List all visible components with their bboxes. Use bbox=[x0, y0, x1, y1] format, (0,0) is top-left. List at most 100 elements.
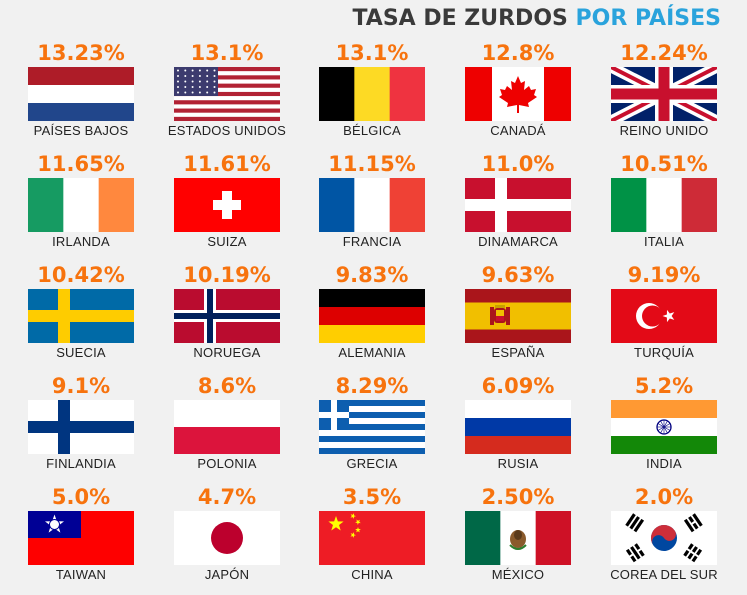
country-name: GRECIA bbox=[346, 456, 398, 471]
country-card-norway: 10.19% NORUEGA bbox=[157, 262, 297, 373]
sweden-flag-icon bbox=[28, 289, 134, 343]
country-card-ireland: 11.65% IRLANDA bbox=[11, 151, 151, 262]
percent-label: 9.1% bbox=[51, 374, 111, 398]
country-name: IRLANDA bbox=[52, 234, 110, 249]
percent-label: 9.19% bbox=[627, 263, 701, 287]
country-name: SUIZA bbox=[207, 234, 247, 249]
country-name: MÉXICO bbox=[491, 567, 545, 582]
country-card-china: 3.5% CHINA bbox=[302, 484, 442, 595]
percent-label: 8.29% bbox=[335, 374, 409, 398]
belgium-flag-icon bbox=[319, 67, 425, 121]
country-name: ITALIA bbox=[644, 234, 684, 249]
country-name: ESPAÑA bbox=[491, 345, 545, 360]
country-name: RUSIA bbox=[497, 456, 539, 471]
country-name: SUECIA bbox=[56, 345, 106, 360]
country-name: CHINA bbox=[351, 567, 393, 582]
country-name: INDIA bbox=[646, 456, 682, 471]
country-card-usa: 13.1% ESTADOS UNIDOS bbox=[157, 40, 297, 151]
percent-label: 5.2% bbox=[634, 374, 694, 398]
country-card-russia: 6.09% RUSIA bbox=[448, 373, 588, 484]
country-card-germany: 9.83% ALEMANIA bbox=[302, 262, 442, 373]
percent-label: 2.0% bbox=[634, 485, 694, 509]
country-card-finland: 9.1% FINLANDIA bbox=[11, 373, 151, 484]
ireland-flag-icon bbox=[28, 178, 134, 232]
country-card-netherlands: 13.23% PAÍSES BAJOS bbox=[11, 40, 151, 151]
country-card-japan: 4.7% JAPÓN bbox=[157, 484, 297, 595]
country-card-denmark: 11.0% DINAMARCA bbox=[448, 151, 588, 262]
country-card-turkey: 9.19% TURQUÍA bbox=[594, 262, 734, 373]
greece-flag-icon bbox=[319, 400, 425, 454]
norway-flag-icon bbox=[174, 289, 280, 343]
country-card-canada: 12.8% CANADÁ bbox=[448, 40, 588, 151]
percent-label: 12.24% bbox=[620, 41, 708, 65]
south-korea-flag-icon bbox=[611, 511, 717, 565]
country-name: DINAMARCA bbox=[478, 234, 558, 249]
france-flag-icon bbox=[319, 178, 425, 232]
percent-label: 10.19% bbox=[183, 263, 271, 287]
country-card-greece: 8.29% GRECIA bbox=[302, 373, 442, 484]
country-name: TURQUÍA bbox=[634, 345, 694, 360]
country-card-poland: 8.6% POLONIA bbox=[157, 373, 297, 484]
percent-label: 13.23% bbox=[37, 41, 125, 65]
country-name: BÉLGICA bbox=[343, 123, 401, 138]
country-card-belgium: 13.1% BÉLGICA bbox=[302, 40, 442, 151]
country-name: JAPÓN bbox=[204, 567, 250, 582]
italy-flag-icon bbox=[611, 178, 717, 232]
country-name: COREA DEL SUR bbox=[610, 567, 718, 582]
title-part-dark: TASA DE ZURDOS bbox=[352, 6, 576, 31]
country-name: CANADÁ bbox=[490, 123, 546, 138]
netherlands-flag-icon bbox=[28, 67, 134, 121]
percent-label: 3.5% bbox=[342, 485, 402, 509]
mexico-flag-icon bbox=[465, 511, 571, 565]
country-name: NORUEGA bbox=[193, 345, 261, 360]
country-name: TAIWAN bbox=[55, 567, 107, 582]
country-card-france: 11.15% FRANCIA bbox=[302, 151, 442, 262]
percent-label: 4.7% bbox=[197, 485, 257, 509]
spain-flag-icon bbox=[465, 289, 571, 343]
country-card-taiwan: 5.0% TAIWAN bbox=[11, 484, 151, 595]
country-card-switzerland: 11.61% SUIZA bbox=[157, 151, 297, 262]
percent-label: 2.50% bbox=[481, 485, 555, 509]
germany-flag-icon bbox=[319, 289, 425, 343]
percent-label: 5.0% bbox=[51, 485, 111, 509]
percent-label: 9.83% bbox=[335, 263, 409, 287]
country-name: REINO UNIDO bbox=[619, 123, 709, 138]
percent-label: 12.8% bbox=[481, 41, 555, 65]
country-card-uk: 12.24% REINO UNIDO bbox=[594, 40, 734, 151]
country-card-india: 5.2% INDIA bbox=[594, 373, 734, 484]
uk-flag-icon bbox=[611, 67, 717, 121]
china-flag-icon bbox=[319, 511, 425, 565]
russia-flag-icon bbox=[465, 400, 571, 454]
percent-label: 11.0% bbox=[481, 152, 555, 176]
country-card-sweden: 10.42% SUECIA bbox=[11, 262, 151, 373]
poland-flag-icon bbox=[174, 400, 280, 454]
percent-label: 10.51% bbox=[620, 152, 708, 176]
title-part-accent: POR PAÍSES bbox=[575, 6, 721, 31]
percent-label: 8.6% bbox=[197, 374, 257, 398]
finland-flag-icon bbox=[28, 400, 134, 454]
percent-label: 13.1% bbox=[190, 41, 264, 65]
country-card-spain: 9.63% ESPAÑA bbox=[448, 262, 588, 373]
switzerland-flag-icon bbox=[174, 178, 280, 232]
country-name: FRANCIA bbox=[342, 234, 402, 249]
country-card-mexico: 2.50% MÉXICO bbox=[448, 484, 588, 595]
percent-label: 13.1% bbox=[335, 41, 409, 65]
country-card-italy: 10.51% ITALIA bbox=[594, 151, 734, 262]
country-name: POLONIA bbox=[197, 456, 257, 471]
country-name: FINLANDIA bbox=[46, 456, 116, 471]
percent-label: 11.15% bbox=[328, 152, 416, 176]
denmark-flag-icon bbox=[465, 178, 571, 232]
japan-flag-icon bbox=[174, 511, 280, 565]
percent-label: 11.61% bbox=[183, 152, 271, 176]
percent-label: 10.42% bbox=[37, 263, 125, 287]
turkey-flag-icon bbox=[611, 289, 717, 343]
country-name: ESTADOS UNIDOS bbox=[167, 123, 287, 138]
usa-flag-icon bbox=[174, 67, 280, 121]
country-name: PAÍSES BAJOS bbox=[33, 123, 129, 138]
percent-label: 9.63% bbox=[481, 263, 555, 287]
country-card-south-korea: 2.0% COREA DEL SUR bbox=[594, 484, 734, 595]
canada-flag-icon bbox=[465, 67, 571, 121]
country-name: ALEMANIA bbox=[338, 345, 406, 360]
page-title: TASA DE ZURDOS POR PAÍSES bbox=[353, 6, 722, 31]
percent-label: 6.09% bbox=[481, 374, 555, 398]
